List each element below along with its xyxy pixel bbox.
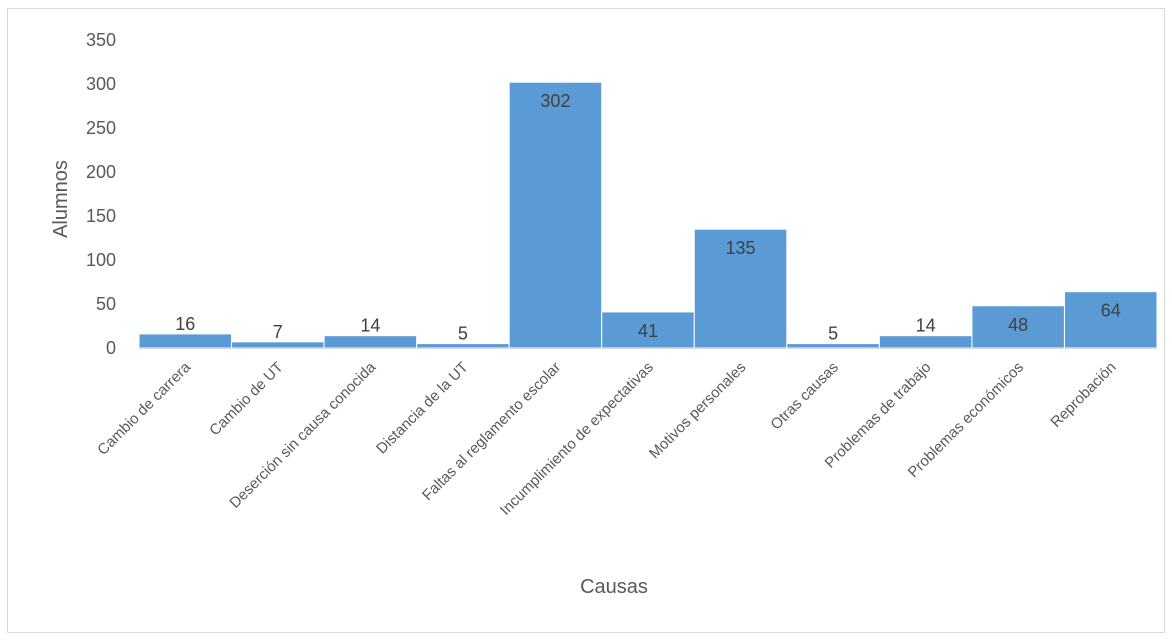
bar xyxy=(416,343,510,349)
x-tick-label: Cambio de UT xyxy=(206,359,286,439)
bar xyxy=(138,333,233,349)
bar-value-label: 16 xyxy=(175,314,195,334)
y-axis-title: Alumnos xyxy=(50,160,72,238)
bar-value-label: 41 xyxy=(638,321,658,341)
bar-value-label: 64 xyxy=(1101,301,1121,321)
bar xyxy=(231,341,325,349)
x-tick-label: Problemas de trabajo xyxy=(822,359,935,472)
y-tick-label: 300 xyxy=(86,74,116,94)
x-tick-label: Incumplimiento de expectativas xyxy=(497,359,657,519)
x-tick-label: Otras causas xyxy=(767,359,842,434)
bar xyxy=(693,228,788,349)
bar-series xyxy=(138,81,1158,349)
x-tick-label: Motivos personales xyxy=(646,359,749,462)
bar-value-label: 302 xyxy=(540,91,570,111)
bar xyxy=(508,81,603,349)
bar xyxy=(601,311,695,349)
y-tick-label: 50 xyxy=(96,294,116,314)
bar-value-label: 5 xyxy=(458,324,468,344)
bar xyxy=(878,335,973,349)
data-labels: 16 7 14 5 302 41 135 5 14 48 64 xyxy=(175,91,1120,343)
bar-value-label: 7 xyxy=(273,322,283,342)
x-tick-label: Distancia de la UT xyxy=(373,359,472,458)
x-tick-label: Deserción sin causa conocida xyxy=(226,358,379,511)
y-tick-label: 350 xyxy=(86,30,116,50)
y-axis-ticks: 0 50 100 150 200 250 300 350 xyxy=(86,30,116,358)
bar-value-label: 5 xyxy=(828,324,838,344)
bar-value-label: 14 xyxy=(916,316,936,336)
y-tick-label: 100 xyxy=(86,250,116,270)
bar-value-label: 14 xyxy=(360,316,380,336)
bar-value-label: 48 xyxy=(1008,315,1028,335)
bar xyxy=(786,343,880,349)
y-tick-label: 150 xyxy=(86,206,116,226)
y-tick-label: 0 xyxy=(106,338,116,358)
x-tick-label: Cambio de carrera xyxy=(94,358,194,458)
x-axis-title: Causas xyxy=(580,576,648,598)
bar xyxy=(323,335,418,349)
y-tick-label: 250 xyxy=(86,118,116,138)
bar-value-label: 135 xyxy=(726,238,756,258)
y-tick-label: 200 xyxy=(86,162,116,182)
x-tick-label: Reprobación xyxy=(1047,359,1119,431)
